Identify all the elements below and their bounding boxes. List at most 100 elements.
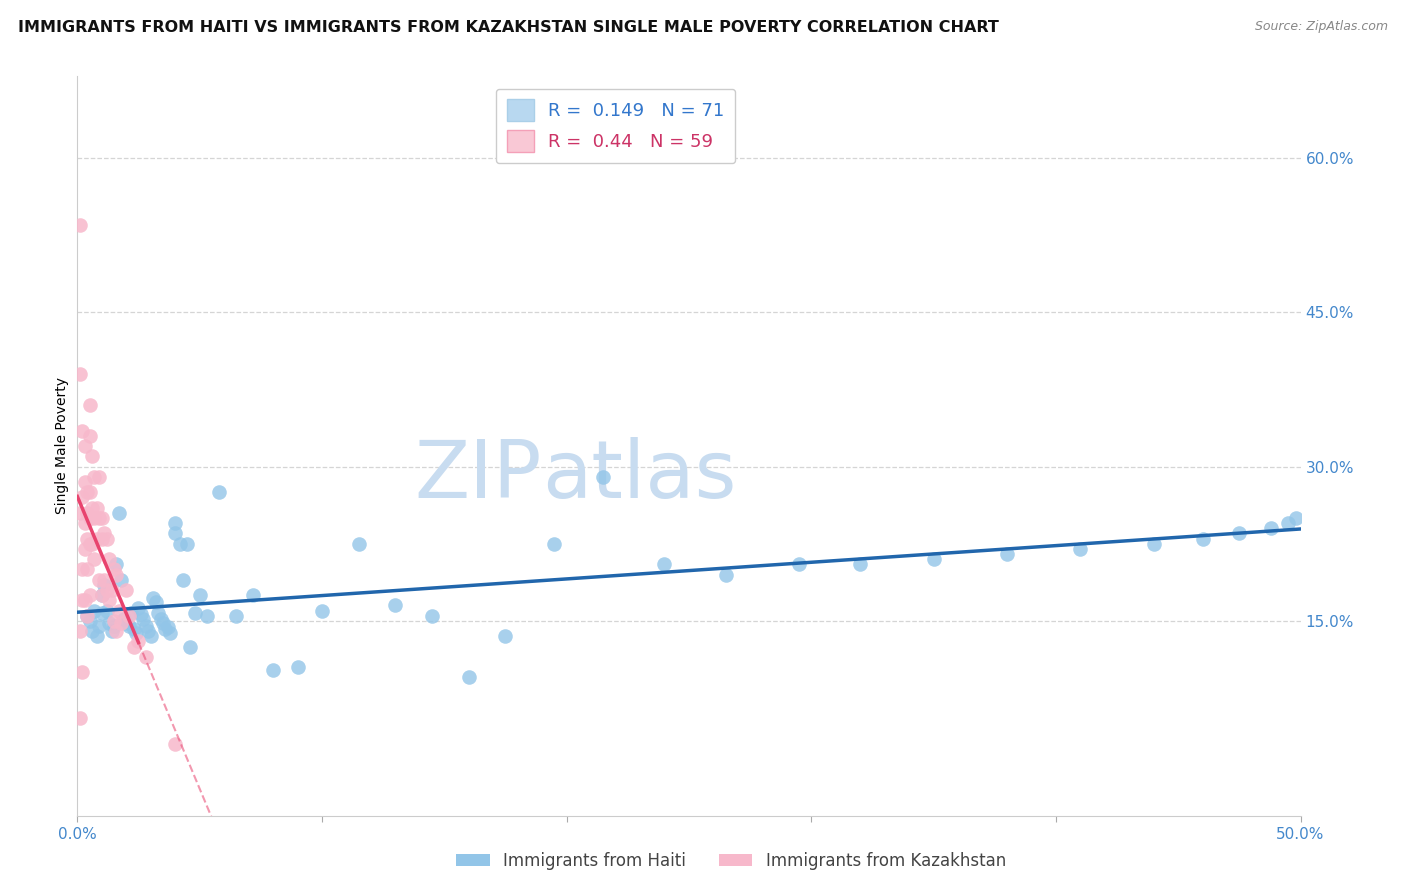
Point (80, 450, 103, 464)
Point (79, 398, 101, 412)
Point (90, 532, 112, 546)
Point (96, 532, 118, 546)
Point (169, 537, 191, 551)
Point (142, 591, 165, 606)
Point (159, 626, 181, 640)
Point (98, 615, 121, 630)
Point (79, 614, 101, 628)
Point (849, 558, 872, 572)
Point (165, 737, 187, 751)
Point (165, 516, 187, 530)
Point (108, 506, 131, 520)
Point (1229, 526, 1251, 541)
Point (79, 588, 101, 602)
Point (922, 552, 945, 566)
Point (347, 537, 370, 551)
Point (70, 562, 93, 576)
Point (122, 622, 145, 636)
Point (76, 532, 98, 546)
Point (73, 541, 96, 556)
Point (714, 567, 737, 582)
Point (287, 660, 309, 674)
Text: IMMIGRANTS FROM HAITI VS IMMIGRANTS FROM KAZAKHSTAN SINGLE MALE POVERTY CORRELAT: IMMIGRANTS FROM HAITI VS IMMIGRANTS FROM… (18, 20, 1000, 35)
Point (1285, 511, 1308, 525)
Point (125, 626, 148, 640)
Text: Source: ZipAtlas.com: Source: ZipAtlas.com (1254, 20, 1388, 33)
Point (110, 573, 132, 587)
Point (495, 629, 517, 643)
Point (135, 619, 157, 633)
Point (79, 428, 101, 442)
Point (70, 665, 93, 680)
Point (69, 624, 91, 639)
Point (100, 624, 122, 639)
Point (115, 615, 138, 630)
Point (787, 558, 810, 572)
Point (73, 439, 96, 453)
Point (90, 588, 112, 602)
Point (132, 612, 155, 626)
Point (195, 608, 218, 623)
Point (172, 573, 194, 587)
Point (76, 608, 98, 623)
Point (1277, 516, 1299, 530)
Point (69, 367, 91, 381)
Point (135, 649, 157, 664)
Point (156, 620, 179, 634)
Point (543, 537, 565, 551)
Point (80, 624, 103, 639)
Point (136, 624, 159, 639)
Point (93, 526, 115, 541)
Point (96, 603, 118, 617)
Point (115, 582, 138, 597)
Point (105, 567, 128, 582)
Point (122, 640, 145, 654)
Point (139, 629, 162, 643)
Point (105, 624, 128, 639)
Point (98, 552, 121, 566)
Point (995, 547, 1018, 561)
Point (118, 608, 141, 623)
Point (89, 511, 111, 525)
Point (103, 619, 125, 633)
Point (86, 532, 108, 546)
Point (152, 615, 174, 630)
Point (89, 470, 111, 484)
Point (225, 608, 247, 623)
Point (184, 606, 207, 620)
Point (108, 603, 131, 617)
Point (93, 573, 115, 587)
Point (83, 552, 105, 566)
Point (118, 619, 141, 633)
Point (105, 558, 128, 572)
Point (86, 500, 108, 515)
Point (96, 582, 118, 597)
Point (457, 670, 479, 684)
Point (76, 608, 98, 623)
Text: atlas: atlas (543, 436, 737, 515)
Point (1260, 521, 1282, 535)
Point (90, 606, 112, 620)
Point (1069, 541, 1091, 556)
Point (179, 640, 201, 654)
Legend: R =  0.149   N = 71, R =  0.44   N = 59: R = 0.149 N = 71, R = 0.44 N = 59 (496, 88, 735, 163)
Point (208, 485, 231, 500)
Point (103, 562, 125, 576)
Point (89, 573, 111, 587)
Point (69, 506, 91, 520)
Point (176, 537, 198, 551)
Point (76, 562, 98, 576)
Y-axis label: Single Male Poverty: Single Male Poverty (55, 377, 69, 515)
Point (420, 608, 443, 623)
Point (80, 500, 103, 515)
Point (98, 593, 121, 607)
Point (79, 485, 101, 500)
Point (120, 606, 142, 620)
Point (89, 619, 111, 633)
Point (127, 601, 149, 615)
Point (90, 588, 112, 602)
Legend: Immigrants from Haiti, Immigrants from Kazakhstan: Immigrants from Haiti, Immigrants from K… (450, 846, 1012, 877)
Point (112, 612, 135, 626)
Point (155, 622, 177, 636)
Point (592, 470, 614, 484)
